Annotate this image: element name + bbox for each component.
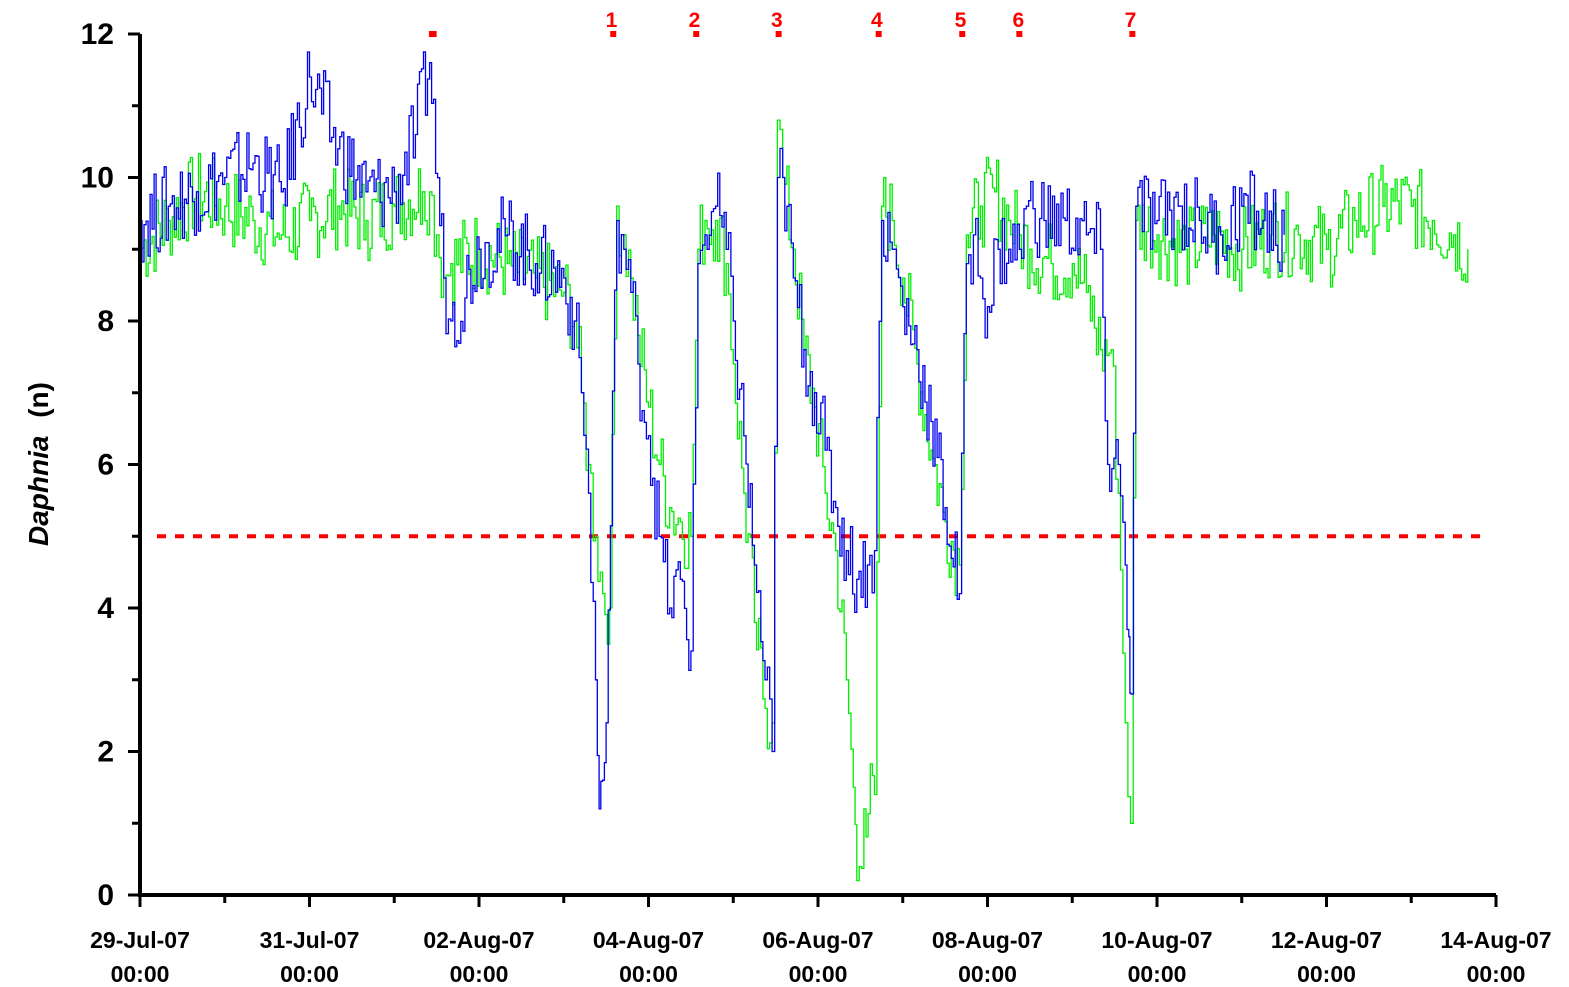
x-tick-date: 06-Aug-07 <box>762 927 873 953</box>
y-tick-layer: 0 2 4 6 8 10 12 <box>81 18 140 912</box>
y-axis-title-unit: (n) <box>23 382 54 418</box>
event-marker-bar <box>1129 31 1136 37</box>
x-tick-layer: 29-Jul-07 00:00 31-Jul-07 00:00 02-Aug-07 00:… <box>90 895 1552 987</box>
x-tick-time: 00:00 <box>450 961 509 987</box>
event-marker-label: 7 <box>1125 9 1137 32</box>
x-tick-label: 08-Aug-07 00:00 <box>932 927 1043 987</box>
event-marker-label: 6 <box>1013 9 1025 32</box>
x-tick-date: 10-Aug-07 <box>1101 927 1212 953</box>
event-marker-label: 5 <box>955 9 967 32</box>
event-marker-label: 1 <box>606 9 618 32</box>
event-marker-label: 4 <box>871 9 883 32</box>
y-tick-label: 0 <box>97 879 114 912</box>
x-tick-time: 00:00 <box>789 961 848 987</box>
y-tick-label: 12 <box>81 18 114 51</box>
axes-layer <box>138 34 1496 897</box>
x-tick-label: 29-Jul-07 00:00 <box>90 927 190 987</box>
event-marker-bar <box>610 31 617 37</box>
series-line-1 <box>140 119 1469 882</box>
event-marker-bar <box>1016 31 1023 37</box>
x-tick-date: 31-Jul-07 <box>260 927 360 953</box>
x-tick-time: 00:00 <box>958 961 1017 987</box>
x-tick-label: 06-Aug-07 00:00 <box>762 927 873 987</box>
x-tick-time: 00:00 <box>1467 961 1526 987</box>
x-tick-time: 00:00 <box>1297 961 1356 987</box>
x-tick-time: 00:00 <box>619 961 678 987</box>
x-tick-date: 08-Aug-07 <box>932 927 1043 953</box>
y-tick-label: 2 <box>97 736 114 769</box>
series-layer <box>140 51 1469 882</box>
x-tick-label: 02-Aug-07 00:00 <box>423 927 534 987</box>
x-tick-time: 00:00 <box>111 961 170 987</box>
event-marker-bar <box>875 31 882 37</box>
event-marker-bar <box>775 31 782 37</box>
event-marker-bar <box>959 31 966 37</box>
y-axis-title-species: Daphnia <box>23 436 54 546</box>
x-tick-label: 31-Jul-07 00:00 <box>260 927 360 987</box>
y-tick-label: 8 <box>97 305 114 338</box>
x-tick-label: 10-Aug-07 00:00 <box>1101 927 1212 987</box>
y-tick-label: 6 <box>97 449 114 482</box>
y-tick-label: 10 <box>81 162 114 195</box>
event-marker-bar <box>693 31 700 37</box>
event-markers: 1 2 3 4 5 6 7 <box>428 9 1137 37</box>
x-tick-date: 04-Aug-07 <box>593 927 704 953</box>
x-tick-date: 12-Aug-07 <box>1271 927 1382 953</box>
event-marker-label: 3 <box>771 9 783 32</box>
event-marker-bar <box>428 31 437 37</box>
x-tick-time: 00:00 <box>280 961 339 987</box>
x-tick-time: 00:00 <box>1128 961 1187 987</box>
series-line-2 <box>140 51 1285 810</box>
event-marker-label: 2 <box>689 9 701 32</box>
x-tick-date: 14-Aug-07 <box>1440 927 1551 953</box>
y-tick-label: 4 <box>97 592 114 625</box>
y-axis-title: Daphnia (n) <box>23 382 54 546</box>
x-tick-date: 02-Aug-07 <box>423 927 534 953</box>
x-tick-date: 29-Jul-07 <box>90 927 190 953</box>
x-tick-label: 04-Aug-07 00:00 <box>593 927 704 987</box>
x-tick-label: 12-Aug-07 00:00 <box>1271 927 1382 987</box>
x-tick-label: 14-Aug-07 00:00 <box>1440 927 1551 987</box>
